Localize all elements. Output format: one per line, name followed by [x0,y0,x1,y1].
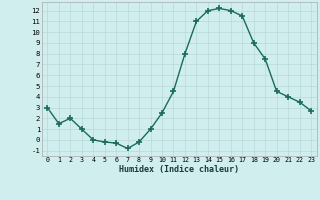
X-axis label: Humidex (Indice chaleur): Humidex (Indice chaleur) [119,165,239,174]
